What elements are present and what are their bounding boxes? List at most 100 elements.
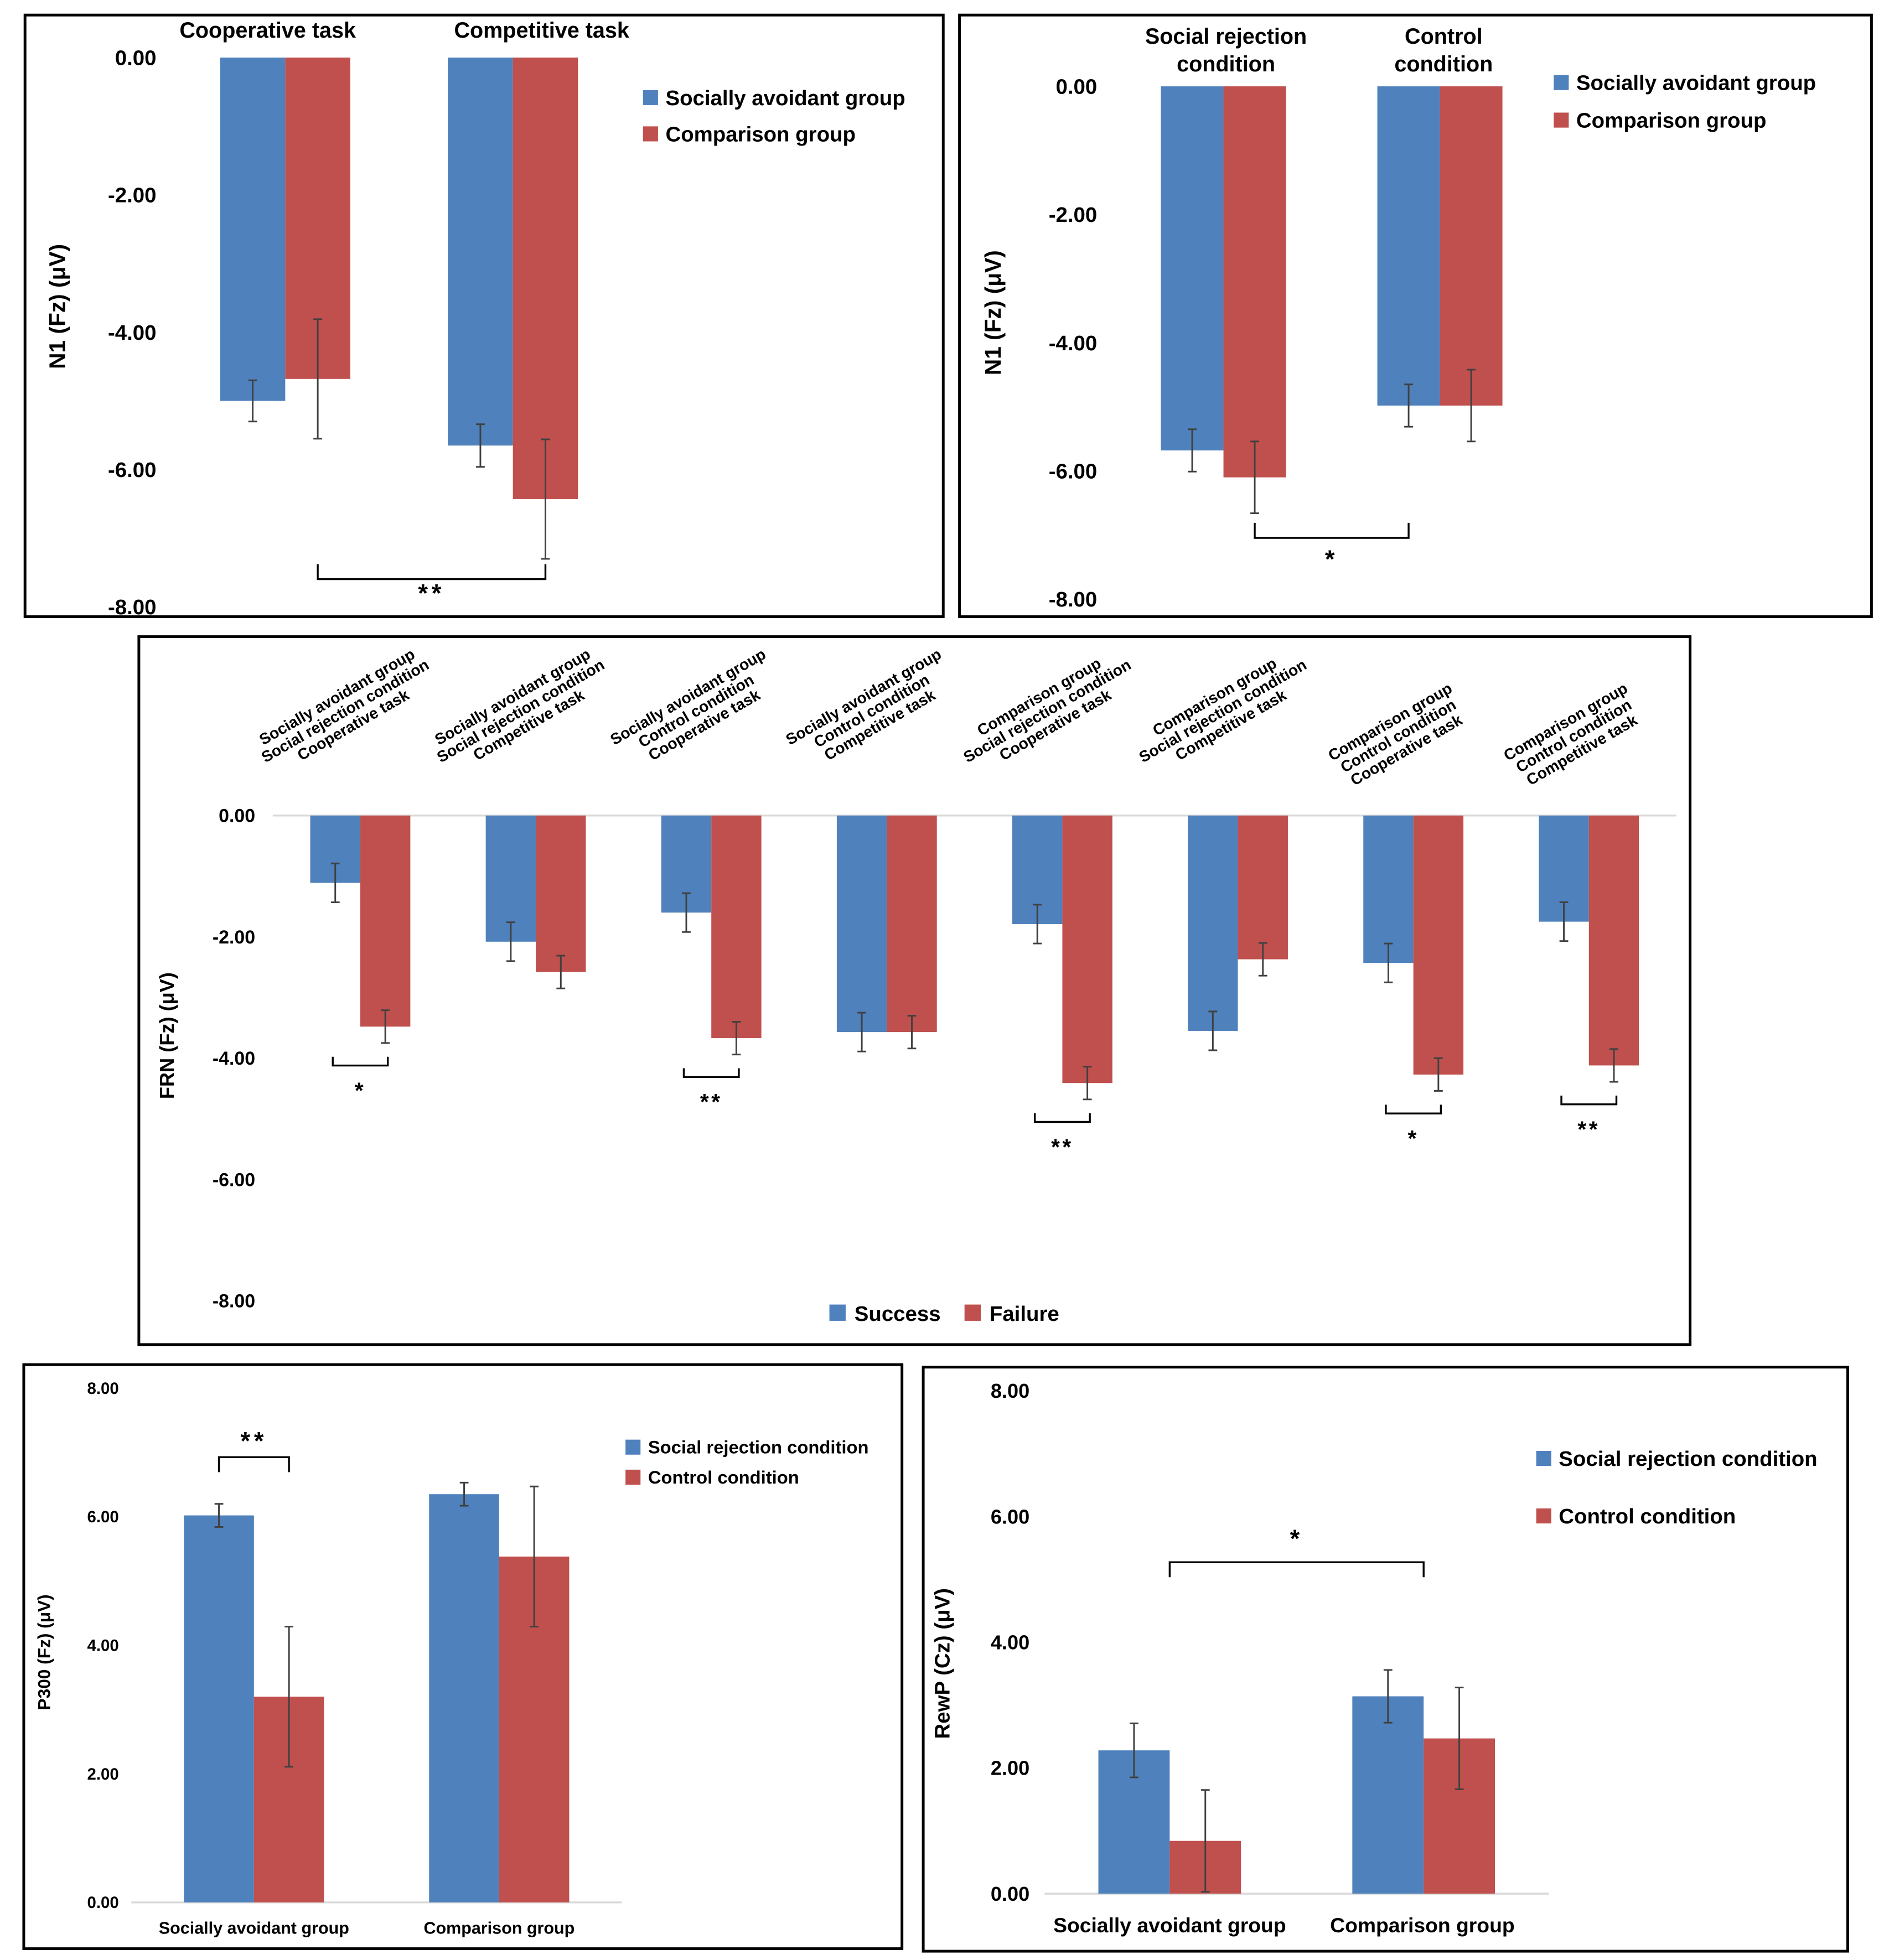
category-label: Comparison group: [1330, 1914, 1514, 1937]
legend-swatch: [1536, 1508, 1551, 1524]
chart-n1-condition: 0.00 -2.00 -4.00 -6.00 -8.00 N1 (Fz) (μV) Soci…: [958, 13, 1873, 618]
error-bar: [1559, 901, 1569, 942]
error-bar: [1383, 1669, 1393, 1724]
y-tick-label: 4.00: [87, 1637, 119, 1655]
legend-label: Comparison group: [665, 122, 856, 146]
category-label: condition: [1394, 52, 1493, 76]
legend-swatch: [643, 90, 658, 105]
error-bar: [1200, 1789, 1210, 1893]
y-tick-label: -2.00: [1049, 203, 1098, 227]
category-label: Socially avoidant group: [1053, 1914, 1286, 1937]
y-tick-label: 0.00: [115, 46, 157, 70]
legend-swatch: [1554, 112, 1569, 128]
error-bar: [330, 862, 340, 904]
significance-bracket: **: [317, 564, 547, 607]
y-axis-label: N1 (Fz) (μV): [980, 250, 1006, 375]
y-tick-label: -2.00: [108, 184, 157, 208]
panel-frame: [922, 1366, 1849, 1953]
bar-blue: [448, 58, 513, 446]
y-tick-label: 2.00: [87, 1765, 119, 1783]
error-bar: [1083, 1066, 1092, 1101]
category-label: condition: [1177, 52, 1275, 76]
error-bar: [459, 1481, 469, 1507]
y-tick-label: -8.00: [108, 595, 157, 619]
category-label: Social rejection: [1145, 24, 1307, 49]
error-bar: [556, 955, 566, 989]
error-bar: [248, 379, 257, 423]
error-bar: [541, 438, 550, 560]
y-tick-label: -6.00: [108, 458, 157, 482]
error-bar: [1467, 369, 1476, 443]
bar-red: [1440, 86, 1503, 406]
category-label: Socially avoidant group: [159, 1918, 349, 1937]
y-tick-label: -8.00: [1049, 588, 1098, 611]
bar-blue: [1161, 86, 1224, 451]
bar-blue: [1352, 1696, 1424, 1894]
error-bar: [857, 1012, 867, 1052]
category-label: Comparison groupControl conditionCompeti…: [1500, 679, 1647, 792]
bar-blue: [184, 1515, 254, 1902]
y-tick-label: 0.00: [87, 1894, 119, 1912]
legend-swatch: [1554, 75, 1569, 90]
category-label-line: Social rejection condition: [258, 655, 432, 766]
significance-bracket: *: [1168, 1525, 1425, 1578]
error-bar: [1609, 1048, 1618, 1083]
significance-marker: *: [355, 1077, 366, 1103]
error-bar: [313, 318, 323, 440]
bar-blue: [485, 815, 536, 942]
error-bar: [1433, 1057, 1443, 1092]
error-bar: [1404, 383, 1413, 428]
legend-label: Social rejection condition: [648, 1437, 869, 1458]
category-label: Comparison groupControl conditionCoopera…: [1325, 679, 1471, 792]
error-bar: [1130, 1722, 1138, 1778]
y-tick-label: -2.00: [213, 927, 255, 948]
significance-marker: **: [1577, 1116, 1600, 1142]
error-bar: [530, 1485, 539, 1628]
y-tick-label: 6.00: [991, 1505, 1029, 1528]
significance-marker: **: [240, 1427, 267, 1455]
y-axis-label: P300 (Fz) (μV): [34, 1594, 54, 1710]
category-label: Socially avoidant groupControl condition…: [607, 645, 785, 776]
bar-blue: [1377, 86, 1440, 406]
error-bar: [284, 1626, 294, 1768]
y-tick-label: -6.00: [1049, 460, 1098, 484]
panel-frame: [22, 1363, 904, 1951]
y-tick-label: 0.00: [991, 1883, 1029, 1905]
error-bar: [907, 1015, 917, 1050]
error-bar: [682, 892, 691, 933]
y-axis-label: FRN (Fz) (μV): [156, 972, 178, 1099]
bar-red: [1062, 815, 1112, 1083]
panel-frame: [137, 635, 1692, 1346]
significance-marker: **: [700, 1089, 723, 1114]
significance-bracket: **: [1033, 1113, 1091, 1159]
legend-swatch: [829, 1304, 846, 1321]
y-tick-label: 0.00: [219, 806, 255, 827]
bar-red: [1223, 86, 1286, 478]
bar-red: [1238, 815, 1288, 960]
y-tick-label: 4.00: [991, 1631, 1029, 1653]
y-axis-label: RewP (Cz) (μV): [931, 1588, 955, 1739]
chart-frn: 0.00 -2.00 -4.00 -6.00 -8.00 FRN (Fz) (μV) Soc…: [137, 635, 1692, 1346]
chart-rewp: 8.00 6.00 4.00 2.00 0.00 RewP (Cz) (μV) Social…: [922, 1366, 1849, 1953]
legend-label: Socially avoidant group: [1576, 71, 1816, 95]
significance-marker: *: [1290, 1525, 1303, 1553]
error-bar: [214, 1503, 224, 1528]
legend-swatch: [964, 1304, 981, 1321]
bar-blue: [1363, 815, 1414, 963]
panel-frame: [958, 13, 1873, 618]
error-bar: [1208, 1010, 1218, 1051]
legend-label: Control condition: [1559, 1505, 1736, 1528]
legend-label: Social rejection condition: [1559, 1447, 1817, 1471]
y-tick-label: 2.00: [991, 1757, 1029, 1780]
category-label: Comparison group: [423, 1918, 575, 1937]
significance-marker: **: [418, 579, 445, 607]
category-label: Comparison groupSocial rejection conditi…: [952, 641, 1142, 780]
chart-n1-task: 0.00 -2.00 -4.00 -6.00 -8.00 N1 (Fz) (μV) Coop…: [23, 13, 945, 619]
category-label: Cooperative task: [179, 18, 356, 43]
category-label-line: Social rejection condition: [434, 655, 608, 766]
y-tick-label: 8.00: [87, 1380, 119, 1398]
bar-blue: [220, 58, 286, 401]
bar-red: [513, 58, 578, 499]
significance-bracket: **: [218, 1427, 290, 1472]
